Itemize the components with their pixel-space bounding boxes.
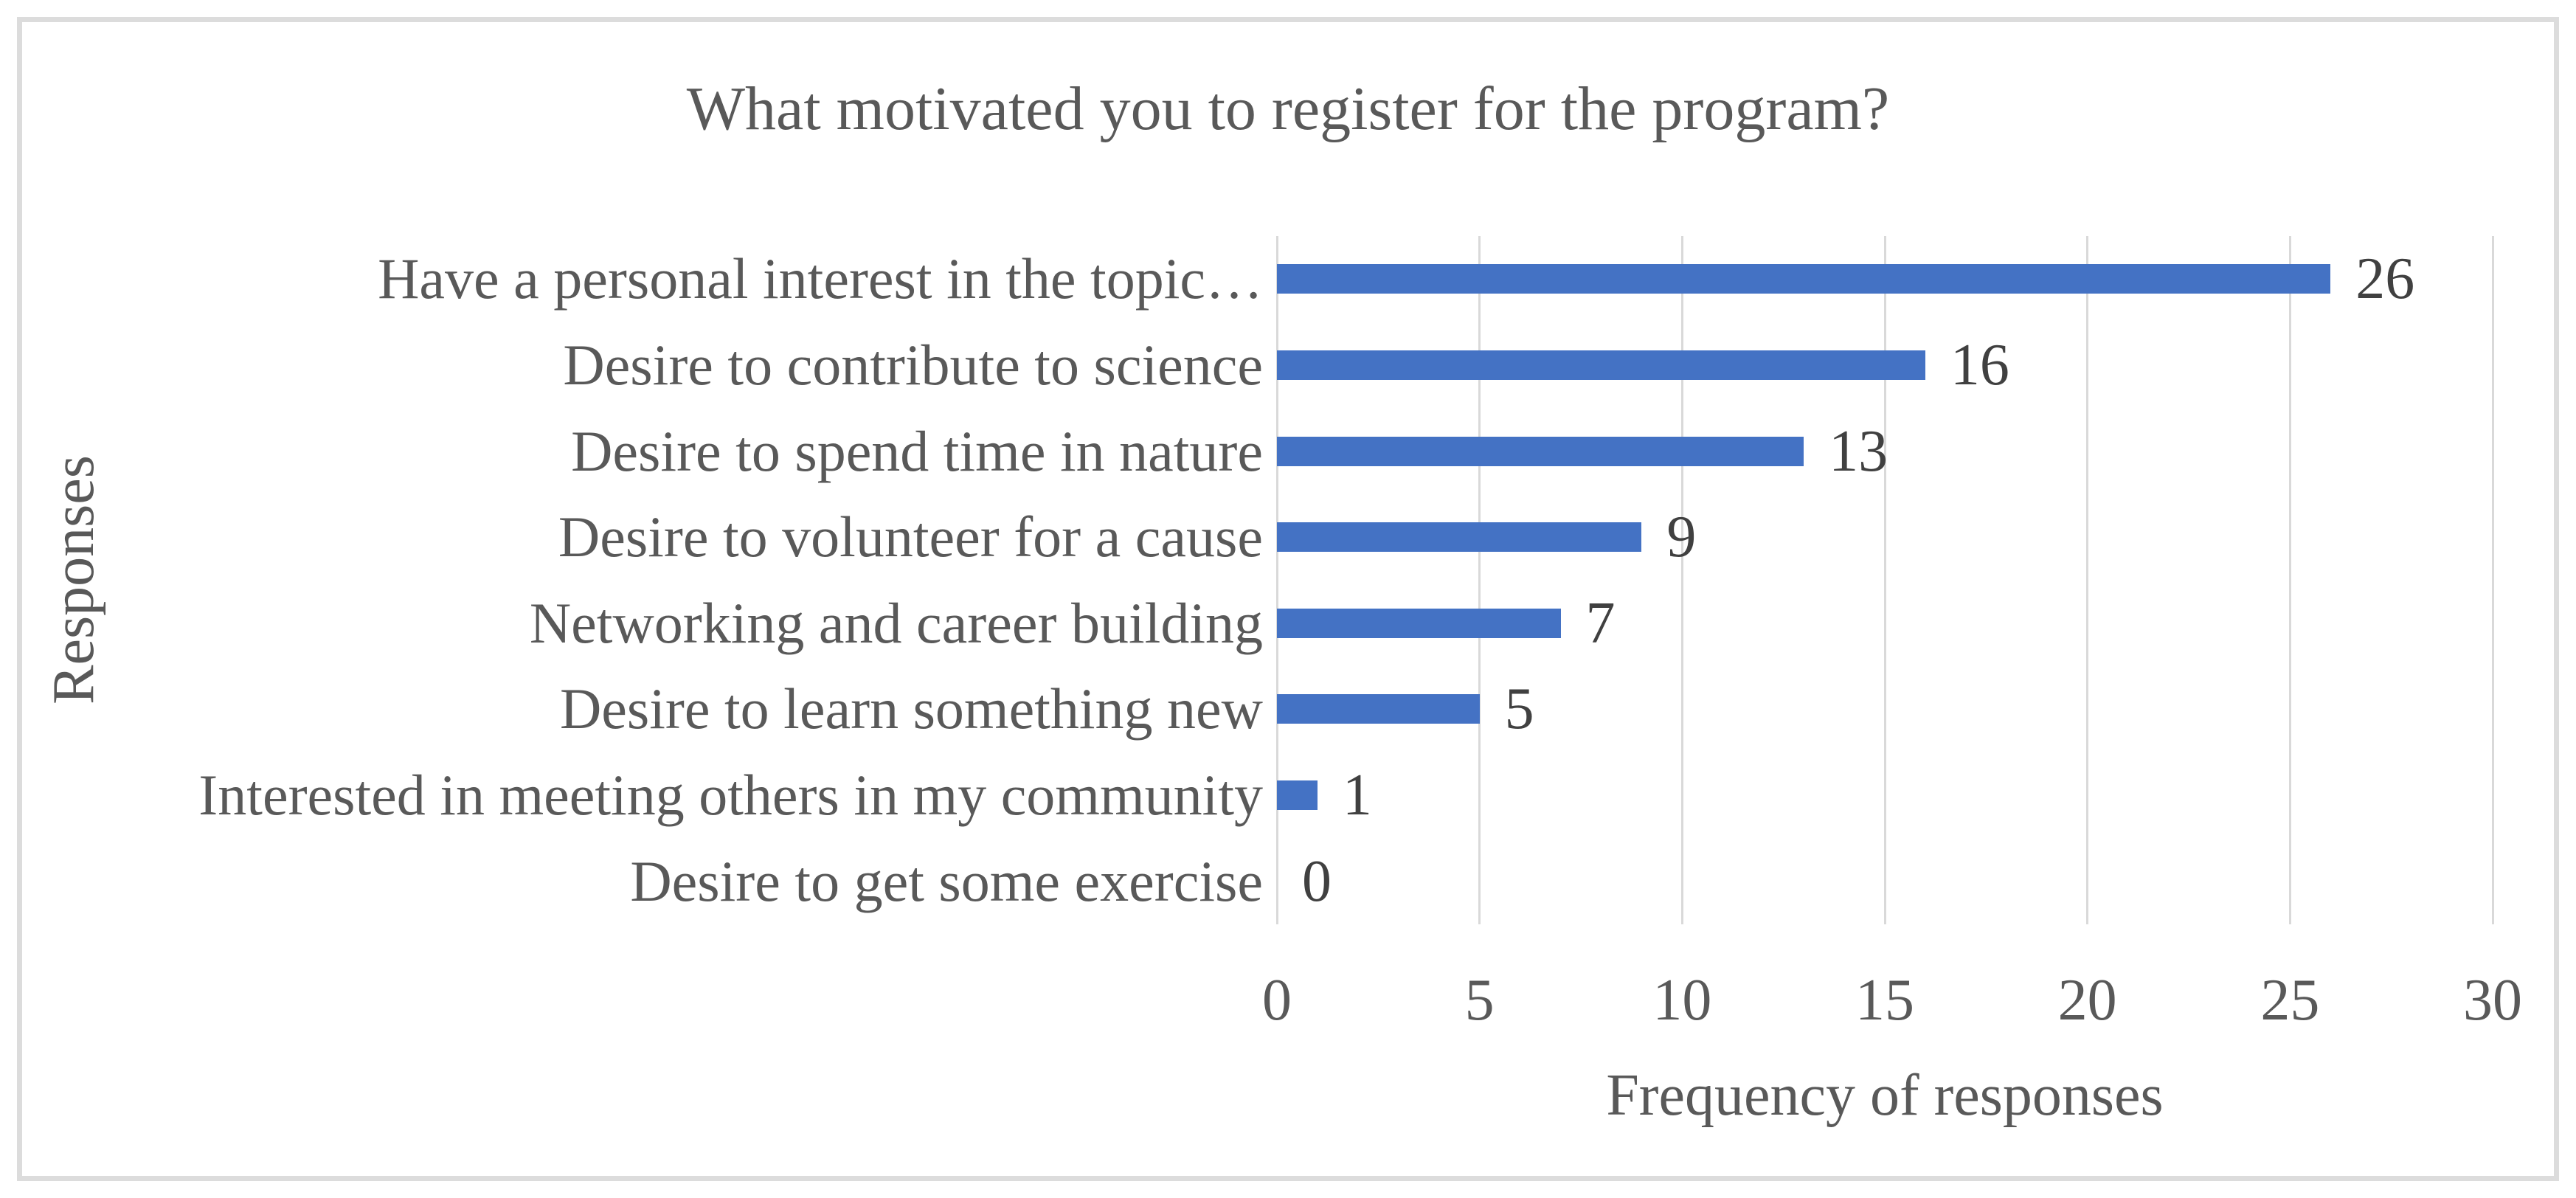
bar-row: 1 [1277,752,2493,839]
bar-row: 9 [1277,494,2493,581]
bar [1277,694,1480,724]
bar-row: 26 [1277,236,2493,322]
category-label: Desire to get some exercise [630,848,1263,913]
bar [1277,350,1925,380]
category-axis-labels: Have a personal interest in the topic… De… [30,236,1263,924]
bar-row: 7 [1277,581,2493,667]
chart-title: What motivated you to register for the p… [686,75,1890,143]
bar-value-label: 13 [1829,418,1888,484]
gridline-x-25 [2288,236,2291,924]
x-axis-title: Frequency of responses [1606,1063,2164,1128]
gridline-x-0 [1275,236,1278,924]
category-label: Desire to learn something new [559,676,1263,741]
x-tick-label-20: 20 [2057,968,2117,1033]
bar-row: 5 [1277,666,2493,752]
category-label: Networking and career building [529,590,1263,655]
category-label: Desire to volunteer for a cause [558,505,1263,569]
bar-value-label: 26 [2355,246,2415,312]
x-tick-label-25: 25 [2260,968,2320,1033]
gridline-x-30 [2491,236,2494,924]
gridline-x-10 [1680,236,1683,924]
chart-frame-border [17,17,2559,1181]
bar-row: 0 [1277,838,2493,924]
bar-row: 13 [1277,408,2493,494]
bar [1277,780,1318,811]
bar [1277,608,1561,638]
bar-value-label: 0 [1302,848,1332,914]
bar [1277,436,1804,466]
category-label: Desire to contribute to science [563,332,1263,397]
gridline-x-20 [2086,236,2089,924]
bar [1277,264,2331,294]
bar-value-label: 7 [1585,590,1616,656]
bar-row: 16 [1277,322,2493,409]
bar-value-label: 5 [1504,676,1534,742]
x-tick-label-15: 15 [1855,968,1914,1033]
category-label: Interested in meeting others in my commu… [198,763,1263,828]
gridline-x-15 [1883,236,1886,924]
gridline-x-5 [1478,236,1481,924]
x-tick-label-10: 10 [1652,968,1712,1033]
x-tick-label-30: 30 [2463,968,2522,1033]
x-tick-label-0: 0 [1262,968,1292,1033]
bar-value-label: 16 [1950,332,2009,398]
x-tick-label-5: 5 [1464,968,1495,1033]
bar [1277,522,1642,553]
bar-value-label: 9 [1666,505,1697,570]
plot-area: 26 16 13 9 7 5 1 0 [1275,236,2494,924]
category-label: Desire to spend time in nature [571,418,1263,483]
category-label: Have a personal interest in the topic… [378,246,1263,311]
bar-value-label: 1 [1342,763,1372,828]
